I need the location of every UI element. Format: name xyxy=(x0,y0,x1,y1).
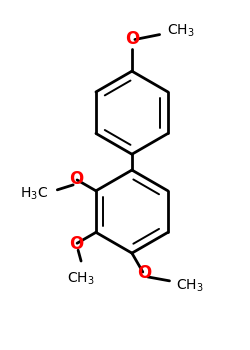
Text: O: O xyxy=(125,30,139,48)
Text: CH$_3$: CH$_3$ xyxy=(67,271,95,287)
Text: CH$_3$: CH$_3$ xyxy=(176,278,204,294)
Text: H$_3$C: H$_3$C xyxy=(20,186,48,202)
Text: CH$_3$: CH$_3$ xyxy=(166,22,194,39)
Text: O: O xyxy=(137,264,151,282)
Text: O: O xyxy=(69,235,83,253)
Text: O: O xyxy=(69,170,83,188)
